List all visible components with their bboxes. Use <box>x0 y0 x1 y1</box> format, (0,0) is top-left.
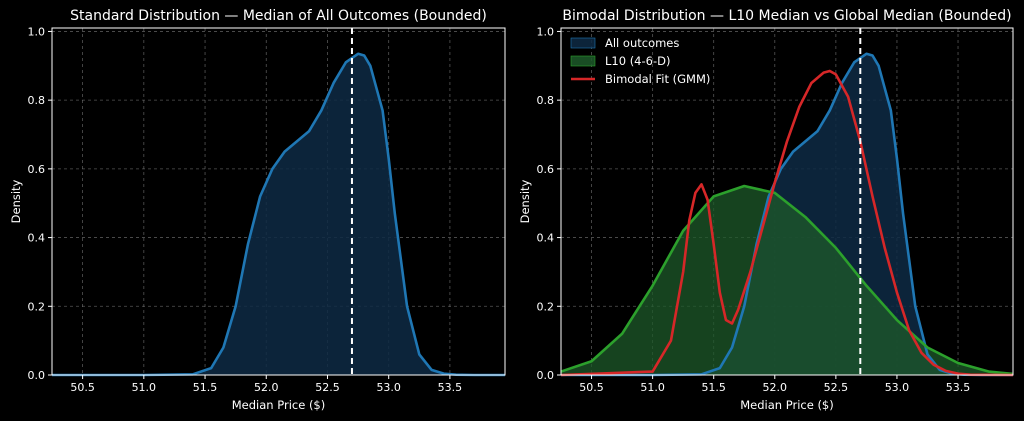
y-tick-label: 0.8 <box>28 94 46 107</box>
x-tick-label: 50.5 <box>579 381 604 394</box>
y-tick-label: 0.6 <box>537 163 555 176</box>
axes-frame <box>51 27 506 376</box>
x-tick-label: 51.0 <box>640 381 665 394</box>
y-tick-label: 0.4 <box>28 232 46 245</box>
y-tick-label: 0.6 <box>28 163 46 176</box>
legend-swatch <box>570 55 596 67</box>
x-axis-label: Median Price ($) <box>232 398 325 412</box>
chart-panel-2: 50.5 51.0 51.5 52.0 52.5 53.0 53.5 0.0 0.2 0.4 0.6… <box>518 8 1014 412</box>
x-tick-label: 53.5 <box>946 381 971 394</box>
y-tick-label: 0.8 <box>537 94 555 107</box>
x-tick-label: 50.5 <box>70 381 95 394</box>
chart-title: Standard Distribution — Median of All Ou… <box>70 8 487 24</box>
series-line-bimodal-fit-gmm- <box>560 69 1014 377</box>
y-tick-label: 0.2 <box>28 300 46 313</box>
series-fill-all-outcomes <box>52 53 505 376</box>
x-tick-label: 53.5 <box>438 381 463 394</box>
x-tick-label: 51.0 <box>132 381 157 394</box>
chart-panel-1: 50.5 51.0 51.5 52.0 52.5 53.0 53.5 0.0 0.2 0.4 0.6… <box>9 8 506 412</box>
legend-swatch <box>570 37 596 49</box>
legend-label: L10 (4-6-D) <box>605 54 670 68</box>
series-line-all-outcomes <box>561 52 1013 377</box>
x-tick-label: 51.5 <box>193 381 218 394</box>
y-tick-label: 0.0 <box>537 369 555 382</box>
y-tick-label: 1.0 <box>28 25 46 38</box>
x-tick-label: 52.0 <box>254 381 279 394</box>
y-tick-label: 0.4 <box>537 232 555 245</box>
series-line-l10-4-6-d- <box>560 184 1014 376</box>
chart-title: Bimodal Distribution — L10 Median vs Glo… <box>562 8 1011 24</box>
x-axis-label: Median Price ($) <box>740 398 833 412</box>
x-tick-label: 53.0 <box>376 381 401 394</box>
x-tick-label: 51.5 <box>701 381 726 394</box>
y-tick-label: 0.0 <box>28 369 46 382</box>
x-tick-label: 52.5 <box>824 381 849 394</box>
legend-label: All outcomes <box>605 36 679 50</box>
y-axis-label: Density <box>518 179 532 223</box>
x-tick-label: 53.0 <box>885 381 910 394</box>
x-tick-label: 52.5 <box>315 381 340 394</box>
y-axis-label: Density <box>9 179 23 223</box>
axes-frame <box>560 27 1014 376</box>
x-tick-label: 52.0 <box>763 381 788 394</box>
y-tick-label: 1.0 <box>537 25 555 38</box>
y-tick-label: 0.2 <box>537 300 555 313</box>
legend-label: Bimodal Fit (GMM) <box>605 72 710 86</box>
legend: All outcomes L10 (4-6-D) Bimodal Fit (GMM) <box>570 36 710 86</box>
series-line-all-outcomes <box>52 52 505 377</box>
